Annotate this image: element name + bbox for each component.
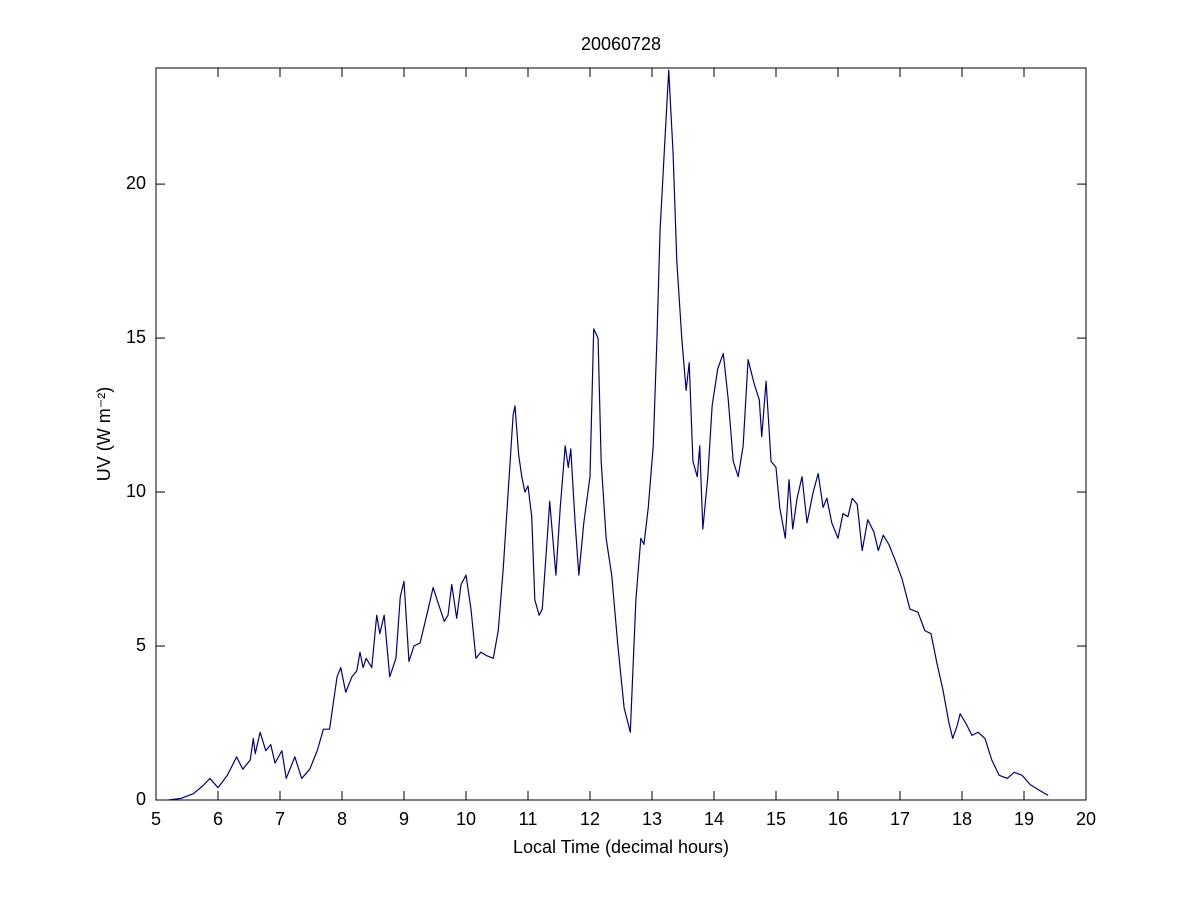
x-tick-label: 18 — [952, 809, 972, 829]
y-tick-label: 5 — [136, 635, 146, 655]
y-tick-label: 20 — [126, 173, 146, 193]
x-tick-label: 20 — [1076, 809, 1096, 829]
x-tick-label: 6 — [213, 809, 223, 829]
y-tick-label: 10 — [126, 481, 146, 501]
x-tick-label: 13 — [642, 809, 662, 829]
x-tick-label: 11 — [519, 809, 538, 829]
x-tick-label: 17 — [890, 809, 910, 829]
y-axis-label: UV (W m⁻²) — [94, 387, 114, 481]
x-tick-label: 5 — [151, 809, 161, 829]
x-tick-label: 12 — [580, 809, 600, 829]
y-tick-label: 0 — [136, 789, 146, 809]
y-tick-label: 15 — [126, 327, 146, 347]
data-line — [168, 69, 1049, 801]
x-tick-label: 19 — [1014, 809, 1034, 829]
axes-box — [155, 67, 1087, 801]
x-tick-label: 9 — [399, 809, 409, 829]
x-tick-label: 16 — [828, 809, 848, 829]
x-tick-label: 7 — [275, 809, 285, 829]
x-tick-label: 15 — [766, 809, 786, 829]
x-tick-label: 8 — [337, 809, 347, 829]
x-axis-label: Local Time (decimal hours) — [513, 837, 729, 857]
x-tick-label: 14 — [704, 809, 724, 829]
x-tick-label: 10 — [456, 809, 476, 829]
chart-title: 20060728 — [581, 34, 661, 54]
